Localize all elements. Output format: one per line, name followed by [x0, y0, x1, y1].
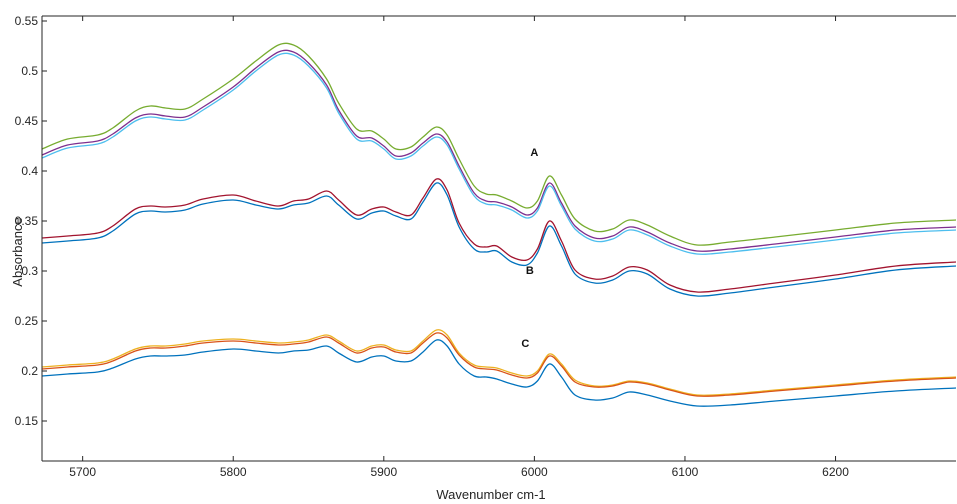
y-tick-label: 0.45: [15, 114, 39, 128]
x-tick-label: 5800: [220, 465, 247, 479]
series-line-8: [41, 339, 957, 407]
x-tick-label: 5700: [69, 465, 96, 479]
y-tick-label: 0.5: [21, 64, 38, 78]
y-tick-label: 0.2: [21, 364, 38, 378]
y-axis-label: Absorbance: [10, 217, 25, 286]
plot-area: [42, 16, 956, 461]
x-tick-label: 5900: [370, 465, 397, 479]
x-tick-label: 6100: [672, 465, 699, 479]
y-tick-label: 0.35: [15, 214, 39, 228]
axes-layer: 5700 5800 5900 6000 6100 6200 0.15 0.2 0.25 0.3 0.…: [15, 14, 956, 479]
series-line-6: [41, 329, 957, 396]
annotation-b: B: [526, 265, 534, 277]
series-line-4: [41, 178, 957, 293]
plot-background: [42, 16, 956, 461]
x-axis-label: Wavenumber cm-1: [436, 487, 545, 502]
series-line-5: [41, 182, 957, 297]
x-tick-label: 6000: [521, 465, 548, 479]
series-line-1: [41, 42, 957, 246]
y-tick-label: 0.25: [15, 314, 39, 328]
y-tick-label: 0.4: [21, 164, 38, 178]
x-tick-label: 6200: [822, 465, 849, 479]
y-tick-label: 0.3: [21, 264, 38, 278]
y-tick-label: 0.15: [15, 414, 39, 428]
annotation-a: A: [530, 147, 538, 159]
series-line-7: [41, 332, 957, 397]
series-line-2: [41, 49, 957, 252]
annotation-layer: A B C: [521, 147, 538, 350]
series-layer: [41, 42, 957, 407]
annotation-c: C: [521, 338, 529, 350]
series-line-3: [41, 52, 957, 255]
y-tick-label: 0.55: [15, 14, 39, 28]
